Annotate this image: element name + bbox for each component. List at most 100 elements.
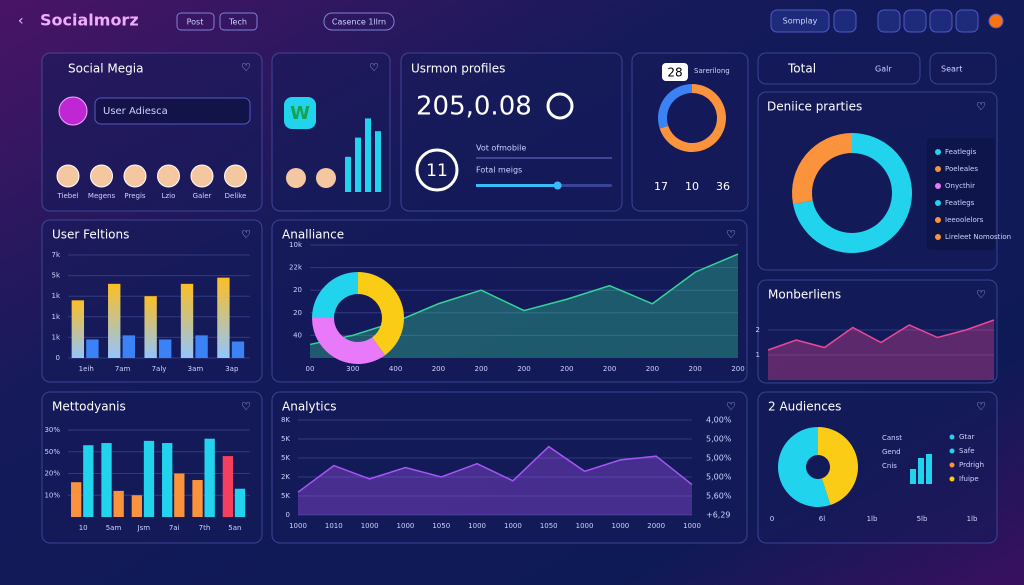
y-tick-label: 1k (51, 333, 60, 341)
x-tick-label: 300 (346, 365, 359, 373)
badge: 28 (667, 66, 682, 80)
x-tick-label: 1lb (867, 515, 878, 523)
icon[interactable] (929, 9, 953, 33)
area (310, 254, 738, 358)
icon[interactable] (833, 9, 857, 33)
panel-title: Deniice prarties (767, 100, 862, 114)
button-label: Somplay (783, 17, 818, 26)
bar (101, 443, 112, 517)
search-button[interactable]: Seart (941, 65, 962, 74)
icon[interactable] (903, 9, 927, 33)
panel-title: Usrmon profiles (411, 62, 505, 76)
favorite[interactable]: ♡ (369, 61, 379, 74)
user-avatar (90, 164, 113, 188)
y-tick-label: 7k (51, 251, 60, 259)
panel (400, 52, 623, 212)
user-avatar (56, 164, 80, 188)
back[interactable]: ‹ (18, 13, 24, 29)
bar (162, 443, 173, 517)
user-name: Megens (88, 192, 116, 200)
legend-label: Poeleales (945, 165, 978, 173)
favorite[interactable]: ♡ (726, 228, 736, 241)
favorite[interactable]: ♡ (241, 400, 251, 413)
legend-label: Onycthir (945, 182, 975, 190)
y-tick-label: 1 (756, 351, 760, 359)
legend-dot (935, 234, 941, 240)
avatar (58, 96, 88, 126)
y2-tick-label: 5,00% (706, 435, 732, 444)
icon[interactable] (877, 9, 901, 33)
magnifier (546, 92, 574, 120)
x-tick-label: 400 (389, 365, 402, 373)
bar (113, 490, 124, 517)
slice (778, 427, 831, 508)
label: Vot ofmobile (476, 144, 526, 153)
slider-knob[interactable] (553, 181, 562, 190)
toolbar-title: Total (787, 62, 816, 76)
x-tick-label: 00 (306, 365, 315, 373)
bar (204, 438, 215, 517)
y-tick-label: 20 (293, 286, 302, 294)
panel (41, 52, 263, 212)
search-box[interactable] (323, 12, 395, 31)
person (316, 168, 336, 188)
avatar[interactable] (988, 13, 1004, 29)
legend-label: Gtar (959, 433, 974, 441)
y-tick-label: 30% (44, 426, 60, 434)
bar (159, 339, 172, 358)
x-tick-label: 1050 (540, 522, 558, 530)
panel (271, 391, 748, 544)
x-tick-label: 1lb (967, 515, 978, 523)
stat: 10 (685, 180, 699, 193)
y-tick-label: 50% (44, 448, 60, 456)
icons (833, 9, 1004, 33)
panel (757, 52, 921, 85)
chart-title: Mettodyanis (52, 400, 126, 414)
panel (757, 279, 998, 384)
user-name: Galer (193, 192, 212, 200)
favorite[interactable]: ♡ (241, 61, 251, 74)
tab[interactable] (176, 12, 215, 31)
user-avatar (190, 164, 214, 188)
favorite[interactable]: ♡ (976, 400, 986, 413)
favorite[interactable]: ♡ (726, 400, 736, 413)
bar (108, 283, 121, 358)
slice (358, 272, 404, 356)
favorite[interactable]: ♡ (976, 100, 986, 113)
x-tick-label: 1000 (289, 522, 307, 530)
x-tick-label: 200 (517, 365, 530, 373)
label: Cnis (882, 462, 897, 470)
x-tick-label: 1000 (468, 522, 486, 530)
legend-dot (935, 217, 941, 223)
search-box[interactable] (94, 97, 251, 125)
bar (355, 137, 361, 192)
x-tick-label: 1000 (397, 522, 415, 530)
legend-label: Featlegs (945, 199, 975, 207)
button[interactable] (770, 9, 830, 33)
y-tick-label: 5K (281, 435, 290, 443)
bar (144, 296, 157, 358)
x-tick-label: Jsm (137, 524, 151, 532)
y2-tick-label: 5,60% (706, 492, 732, 501)
filter[interactable]: Galr (875, 65, 892, 74)
x-tick-label: 7aly (152, 365, 167, 373)
panel (929, 52, 997, 85)
icon[interactable] (955, 9, 979, 33)
x-tick-label: 10 (79, 524, 88, 532)
x-tick-label: 1eih (79, 365, 94, 373)
y2-tick-label: 5,00% (706, 473, 732, 482)
stat: 17 (654, 180, 668, 193)
slice (312, 318, 386, 364)
tab[interactable] (219, 12, 258, 31)
x-tick-label: 200 (646, 365, 659, 373)
x-tick-label: 1000 (361, 522, 379, 530)
bar (231, 341, 245, 358)
favorite[interactable]: ♡ (976, 288, 986, 301)
chart-title: User Feltions (52, 228, 129, 242)
legend-dot (935, 200, 941, 206)
panel (271, 52, 391, 212)
favorite[interactable]: ♡ (241, 228, 251, 241)
user-avatar (224, 164, 247, 188)
y-tick-label: 5k (51, 272, 60, 280)
legend-label: Safe (959, 447, 975, 455)
